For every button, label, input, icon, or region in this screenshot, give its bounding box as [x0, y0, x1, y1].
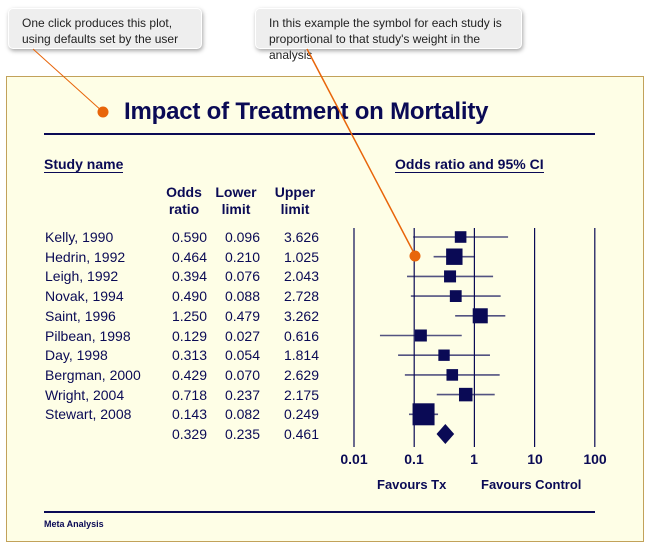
- upper-limit-value: 2.175: [283, 386, 319, 403]
- study-marker: [449, 290, 462, 302]
- odds-ratio-value: 0.590: [171, 229, 207, 245]
- odds-ratio-value: 0.313: [171, 347, 207, 364]
- study-name: Hedrin, 1992: [45, 248, 126, 265]
- upper-limit-value: 2.629: [283, 366, 319, 383]
- lower-limit-value: 0.054: [224, 347, 260, 364]
- study-name-header: Study name: [44, 156, 124, 173]
- study-marker: [414, 329, 427, 342]
- x-tick-label: 1: [470, 451, 478, 467]
- odds-ratio-value: 0.394: [171, 268, 207, 285]
- study-marker: [412, 403, 435, 426]
- upper-limit-value: 1.814: [283, 347, 319, 364]
- study-marker: [454, 231, 467, 243]
- chart-title: Impact of Treatment on Mortality: [124, 98, 489, 125]
- study-marker: [446, 369, 459, 381]
- col-header-line: limit: [280, 201, 310, 217]
- col-header-lower-limit: Lower limit: [208, 184, 264, 218]
- col-header-line: Upper: [274, 184, 316, 200]
- lower-limit-value: 0.479: [224, 307, 260, 324]
- upper-limit-value: 2.043: [283, 268, 319, 285]
- study-marker: [444, 270, 457, 283]
- col-header-line: limit: [221, 201, 251, 217]
- odds-ratio-value: 0.329: [171, 426, 207, 442]
- study-name: Bergman, 2000: [45, 366, 141, 383]
- callout-text: In this example the symbol for each stud…: [269, 16, 502, 30]
- upper-limit-value: 2.728: [283, 288, 319, 305]
- upper-limit-value: 0.616: [283, 327, 319, 344]
- study-name: Leigh, 1992: [45, 268, 119, 285]
- col-header-line: Lower: [215, 184, 257, 200]
- lower-limit-value: 0.210: [224, 248, 260, 265]
- col-header-line: ratio: [168, 201, 200, 217]
- x-tick-label: 10: [527, 451, 543, 467]
- study-name: Stewart, 2008: [45, 406, 132, 423]
- lower-limit-value: 0.096: [224, 229, 260, 245]
- odds-ratio-value: 0.490: [171, 288, 207, 305]
- odds-ratio-value: 0.718: [171, 386, 207, 403]
- study-marker: [472, 308, 488, 324]
- col-header-odds-ratio: Odds ratio: [156, 184, 212, 218]
- upper-limit-value: 0.461: [283, 426, 319, 442]
- study-name: Pilbean, 1998: [45, 327, 131, 344]
- lower-limit-value: 0.082: [224, 406, 260, 423]
- study-name: Wright, 2004: [45, 386, 125, 403]
- lower-limit-value: 0.235: [224, 426, 260, 442]
- col-header-line: Odds: [166, 184, 202, 200]
- lower-limit-value: 0.088: [224, 288, 260, 305]
- odds-ratio-ci-header: Odds ratio and 95% CI: [395, 156, 544, 173]
- x-tick-label: 0.01: [340, 451, 368, 467]
- study-name: Novak, 1994: [45, 288, 124, 305]
- study-marker: [458, 387, 473, 402]
- lower-limit-value: 0.070: [224, 366, 260, 383]
- lower-limit-value: 0.027: [224, 327, 260, 344]
- x-tick-label: 100: [583, 451, 607, 467]
- callout-one-click: One click produces this plot, using defa…: [8, 8, 202, 49]
- study-name: Saint, 1996: [45, 307, 116, 324]
- callout-symbol-weight: In this example the symbol for each stud…: [255, 8, 522, 62]
- odds-ratio-value: 0.143: [171, 406, 207, 423]
- lower-limit-value: 0.237: [224, 386, 260, 403]
- summary-diamond: [436, 424, 455, 444]
- study-name: Day, 1998: [45, 347, 108, 364]
- upper-limit-value: 0.249: [283, 406, 319, 423]
- odds-ratio-value: 0.464: [171, 248, 207, 265]
- callout-text: using defaults set by the user: [22, 32, 179, 46]
- study-marker: [446, 248, 463, 265]
- x-tick-label: 0.1: [404, 451, 424, 467]
- col-header-upper-limit: Upper limit: [267, 184, 323, 218]
- study-marker: [438, 349, 450, 361]
- favours-control-label: Favours Control: [481, 477, 582, 492]
- upper-limit-value: 3.262: [283, 307, 319, 324]
- lower-limit-value: 0.076: [224, 268, 260, 285]
- odds-ratio-value: 0.429: [171, 366, 207, 383]
- footer-rule: [44, 511, 595, 513]
- favours-treatment-label: Favours Tx: [377, 477, 447, 492]
- odds-ratio-value: 1.250: [171, 307, 207, 324]
- odds-ratio-value: 0.129: [171, 327, 207, 344]
- callout-text: One click produces this plot,: [22, 16, 173, 30]
- study-name: Kelly, 1990: [45, 229, 114, 245]
- footer-label: Meta Analysis: [44, 519, 104, 529]
- callout-text: proportional to that study's weight in t…: [269, 32, 481, 62]
